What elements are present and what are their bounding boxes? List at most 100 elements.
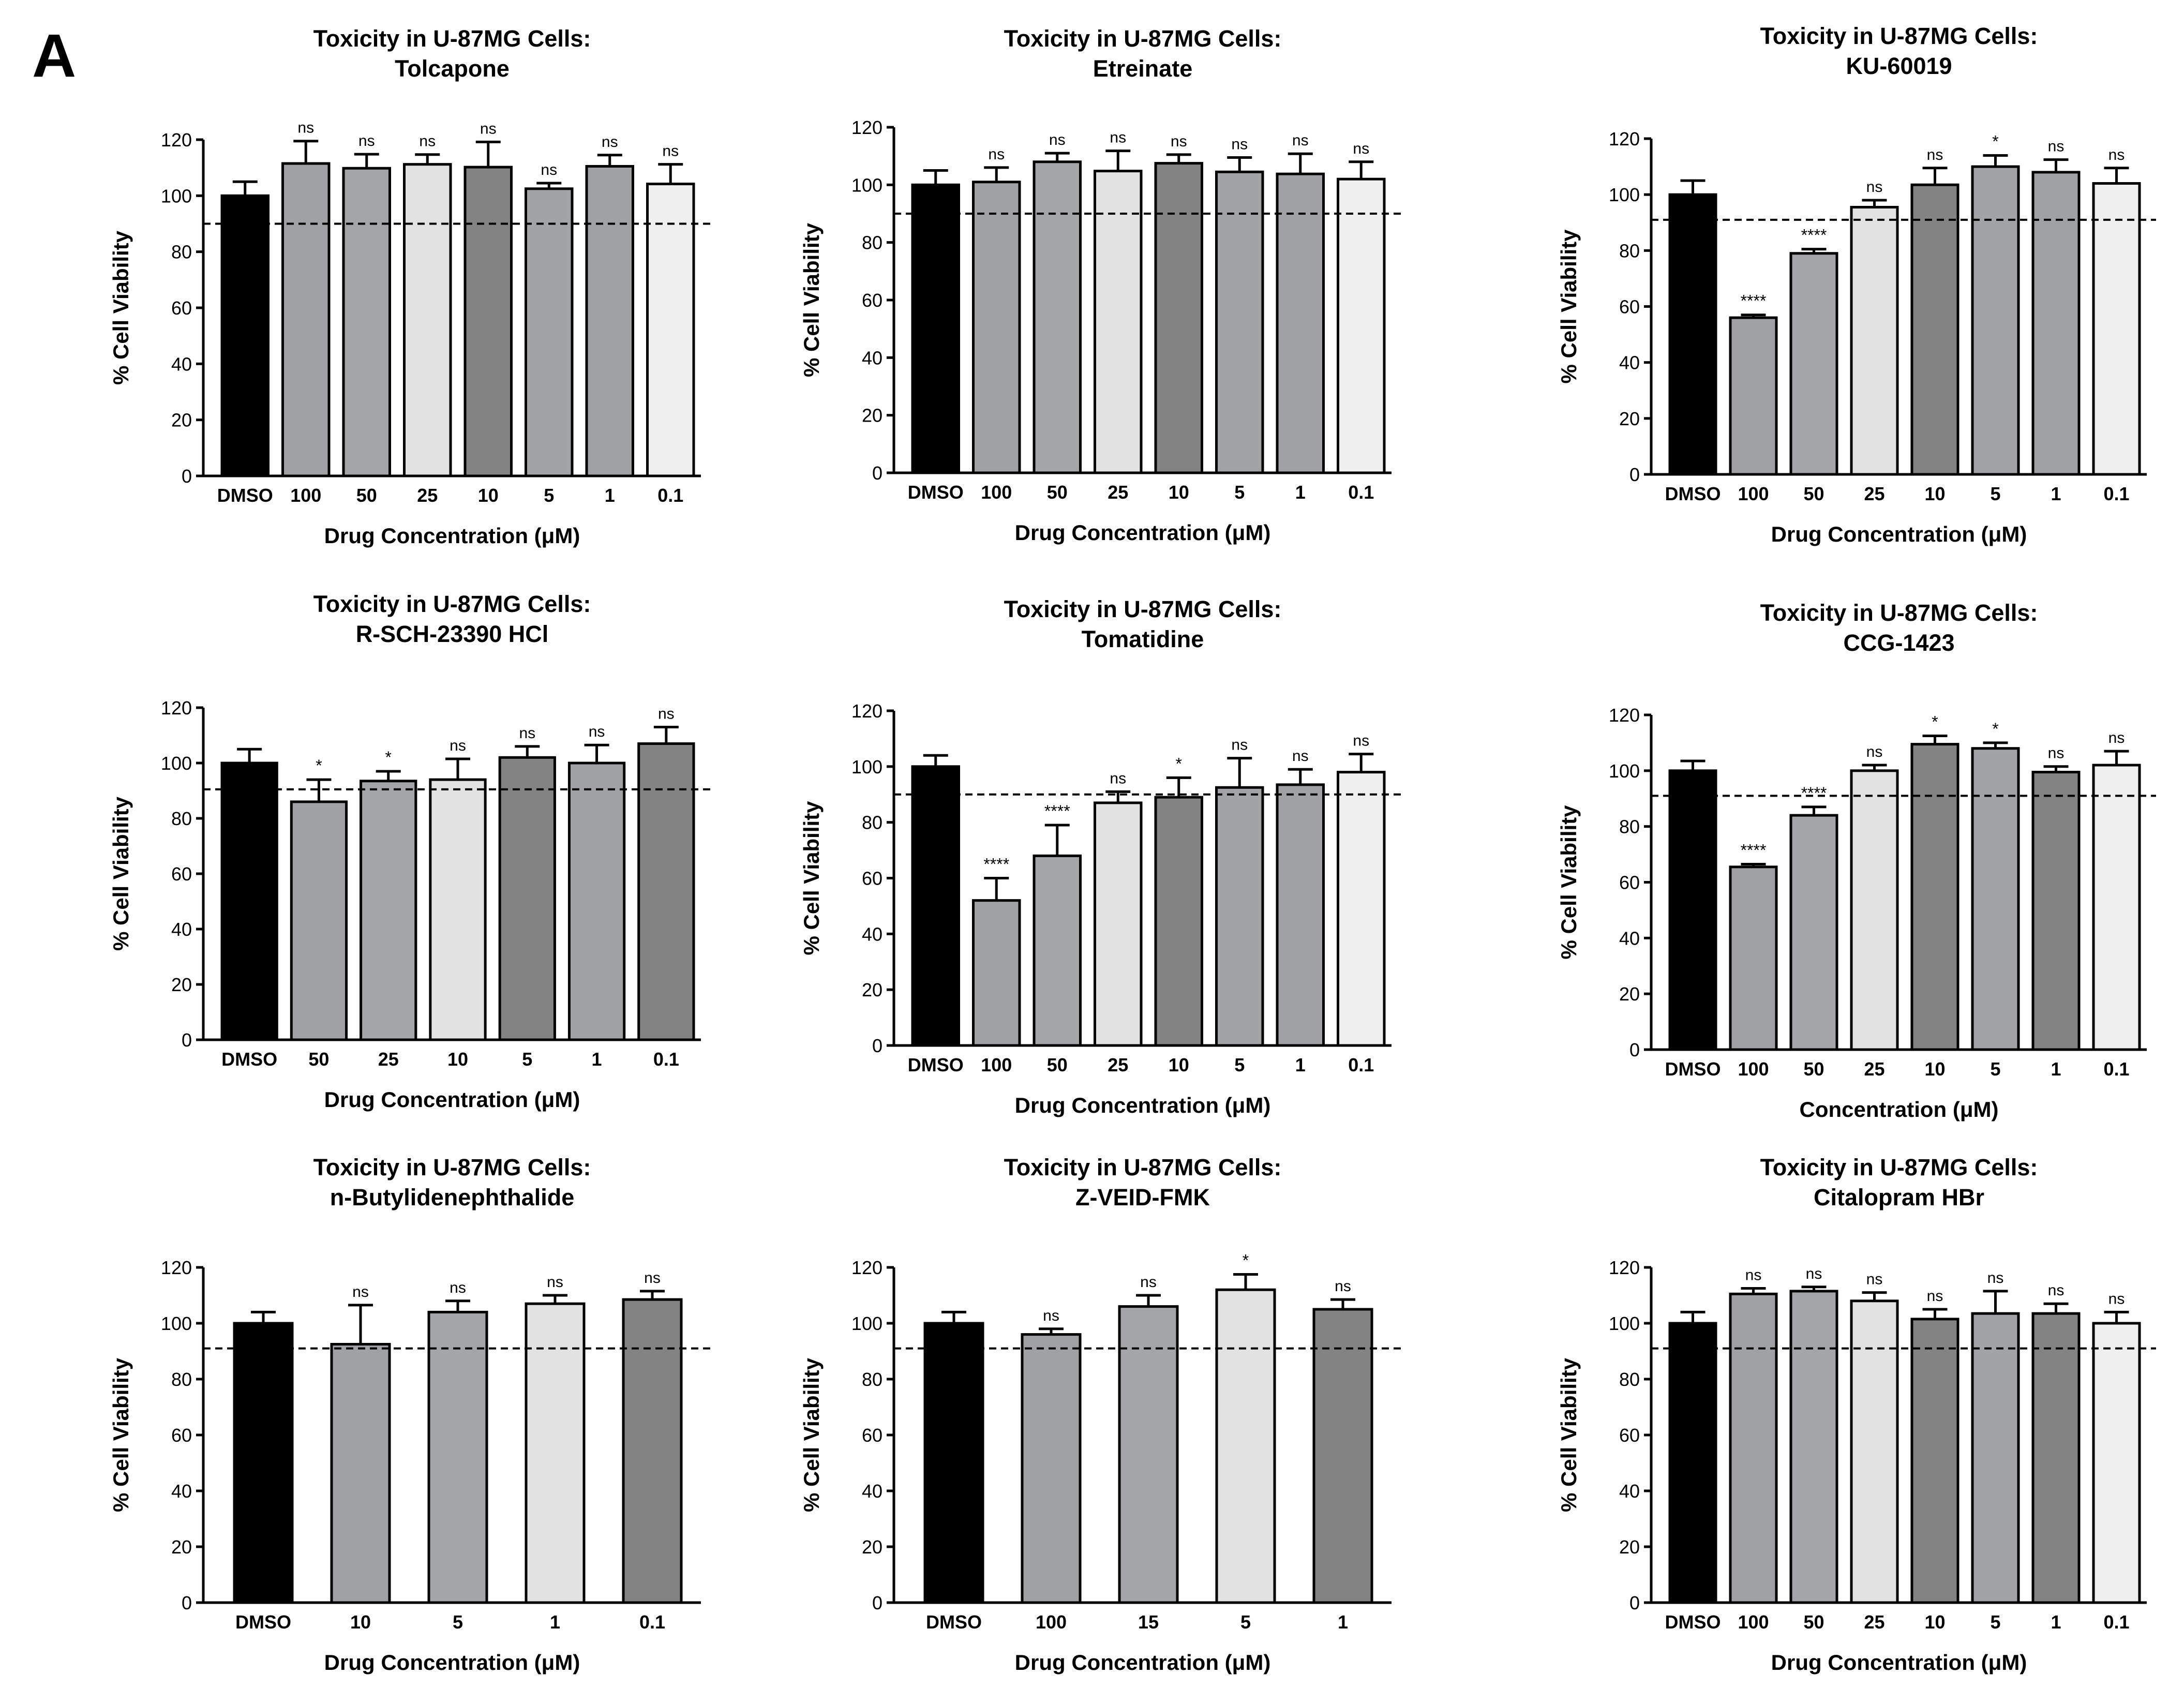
x-tick-label: 15 (1138, 1611, 1159, 1633)
significance-label: ns (1866, 1271, 1883, 1288)
bar-5 (427, 1310, 488, 1604)
y-axis-label: % Cell Viability (109, 796, 133, 951)
y-tick-label: 60 (862, 868, 882, 889)
x-tick-label: 100 (1738, 1058, 1769, 1080)
x-axis-label: Drug Concentration (μM) (324, 524, 580, 548)
x-tick-label: 25 (1108, 482, 1128, 503)
x-tick-label: 50 (1803, 1058, 1824, 1080)
chart-panel-8: Toxicity in U-87MG Cells: Z-VEID-FMK 0 20 40… (799, 1154, 1401, 1675)
x-axis-label: Drug Concentration (μM) (1015, 1650, 1271, 1675)
x-tick-label: 25 (378, 1049, 399, 1070)
bar-1 (1312, 1308, 1373, 1604)
y-axis-label: % Cell Viability (799, 801, 824, 955)
bar-10 (1154, 796, 1203, 1047)
bar-100 (972, 181, 1021, 474)
bar-DMSO (911, 765, 960, 1047)
x-axis-label: Drug Concentration (μM) (324, 1087, 580, 1112)
y-tick-label: 40 (1619, 928, 1640, 949)
significance-label: ns (662, 143, 679, 160)
significance-label: ns (1140, 1274, 1157, 1291)
bar-10 (463, 166, 513, 477)
chart-title-line1: Toxicity in U-87MG Cells: (313, 25, 591, 52)
x-tick-label: 0.1 (1348, 1054, 1374, 1075)
y-tick-label: 0 (182, 1592, 192, 1613)
panel-letter: A (32, 22, 77, 90)
y-tick-label: 80 (171, 808, 192, 829)
significance-label: ns (2108, 146, 2125, 163)
chart-title-line1: Toxicity in U-87MG Cells: (1760, 600, 2038, 626)
chart-panel-2: Toxicity in U-87MG Cells: Etreinate 0 20 40 6… (799, 25, 1401, 545)
x-tick-label: 10 (478, 485, 499, 506)
y-tick-label: 0 (872, 1035, 882, 1056)
x-axis-label: Drug Concentration (μM) (1015, 1093, 1271, 1117)
x-tick-label: 1 (1295, 1054, 1306, 1075)
y-tick-label: 20 (862, 405, 882, 426)
bar-100 (1729, 316, 1778, 476)
significance-label: * (1992, 720, 1998, 738)
bar-50 (1789, 1290, 1838, 1604)
x-tick-label: 0.1 (657, 485, 683, 506)
bar-5 (1971, 747, 2020, 1051)
y-tick-label: 0 (182, 466, 192, 487)
bar-10 (1910, 743, 1959, 1051)
bar-1 (2031, 171, 2081, 476)
significance-label: ns (658, 705, 675, 722)
significance-label: ns (1353, 140, 1369, 157)
significance-label: ns (1110, 770, 1126, 787)
y-tick-label: 20 (1619, 1536, 1640, 1558)
x-tick-label: 1 (2051, 1058, 2061, 1080)
x-tick-label: 0.1 (1348, 482, 1374, 503)
y-tick-label: 40 (862, 923, 882, 945)
y-tick-label: 120 (1609, 1257, 1640, 1278)
bar-10 (1154, 162, 1203, 474)
y-tick-label: 120 (1609, 128, 1640, 150)
significance-label: ns (602, 133, 618, 151)
bar-25 (1094, 170, 1143, 474)
significance-label: ns (450, 737, 466, 754)
bar-5 (1971, 165, 2020, 476)
bar-DMSO (220, 194, 270, 477)
bar-100 (1021, 1333, 1082, 1604)
bar-0.1 (2092, 764, 2141, 1051)
x-tick-label: DMSO (1665, 1058, 1721, 1080)
bar-1 (585, 165, 634, 477)
significance-label: ns (352, 1283, 369, 1301)
x-tick-label: 50 (1047, 1054, 1068, 1075)
y-tick-label: 60 (1619, 872, 1640, 893)
y-tick-label: 80 (171, 242, 192, 263)
x-tick-label: 100 (981, 1054, 1012, 1075)
bar-0.1 (2092, 1322, 2141, 1604)
chart-title-line2: Etreinate (1093, 55, 1193, 82)
x-tick-label: DMSO (908, 482, 964, 503)
x-tick-label: 5 (544, 485, 554, 506)
x-tick-label: 0.1 (653, 1049, 679, 1070)
x-tick-label: 25 (1108, 1054, 1128, 1075)
significance-label: ns (2048, 1282, 2065, 1299)
chart-title-line1: Toxicity in U-87MG Cells: (1004, 596, 1282, 622)
bar-DMSO (911, 183, 960, 474)
x-tick-label: 25 (1864, 1611, 1884, 1633)
bar-25 (1850, 206, 1899, 476)
y-tick-label: 0 (872, 1592, 882, 1613)
bar-50 (1789, 252, 1838, 476)
x-tick-label: 100 (981, 482, 1012, 503)
y-axis-label: % Cell Viability (799, 222, 824, 377)
y-tick-label: 120 (161, 697, 192, 719)
y-tick-label: 0 (182, 1029, 192, 1051)
chart-title-line2: R-SCH-23390 HCl (356, 621, 549, 647)
x-tick-label: 5 (1234, 482, 1245, 503)
chart-title-line2: CCG-1423 (1843, 630, 1954, 656)
bar-1 (2031, 771, 2081, 1051)
bar-15 (1118, 1305, 1179, 1604)
significance-label: **** (1741, 841, 1767, 859)
bar-50 (1033, 854, 1082, 1047)
chart-title-line2: Citalopram HBr (1814, 1184, 1984, 1210)
bar-10 (429, 778, 487, 1041)
significance-label: ns (1927, 146, 1943, 163)
bar-1 (2031, 1312, 2081, 1604)
significance-label: ns (2108, 1290, 2125, 1307)
x-tick-label: 100 (1738, 483, 1769, 504)
bar-50 (342, 167, 391, 477)
y-tick-label: 120 (161, 129, 192, 151)
